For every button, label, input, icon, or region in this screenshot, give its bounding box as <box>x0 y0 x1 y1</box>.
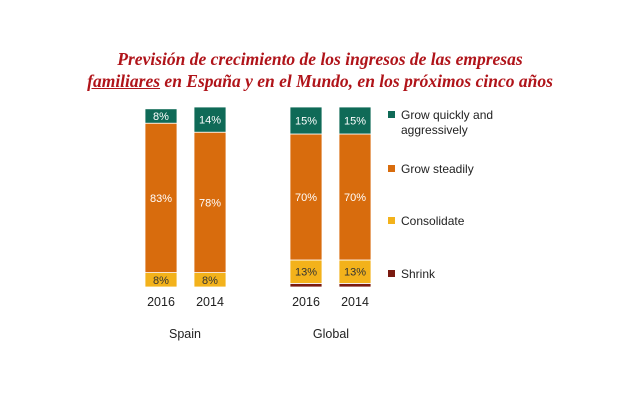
legend-swatch-consolidate <box>388 217 395 224</box>
data-label-grow-steadily: 70% <box>344 192 366 204</box>
bar-segment-grow-quickly <box>289 106 323 135</box>
chart-title-line-1: Previsión de crecimiento de los ingresos… <box>117 49 523 69</box>
data-label-grow-quickly: 8% <box>153 111 169 123</box>
data-label-grow-quickly: 15% <box>295 116 317 128</box>
data-label-grow-steadily: 70% <box>295 192 317 204</box>
legend-label-grow-quickly-line-2: aggressively <box>401 123 468 137</box>
bar-segment-grow-quickly <box>144 108 178 124</box>
chart-title-underlined-word: familiares <box>87 71 161 91</box>
data-label-consolidate: 13% <box>344 267 366 279</box>
chart-title: Previsión de crecimiento de los ingresos… <box>0 48 640 92</box>
legend-label-grow-quickly-line-1: Grow quickly and <box>401 108 494 122</box>
x-tick-label: 2016 <box>292 295 320 309</box>
legend-swatch-shrink <box>388 270 395 277</box>
bar-segment-grow-steadily <box>193 131 227 273</box>
data-label-consolidate: 8% <box>153 275 169 287</box>
group-label-global: Global <box>313 327 349 341</box>
chart-title-line-2-rest: en España y en el Mundo, en los próximos… <box>164 71 553 91</box>
legend-label-grow-steadily: Grow steadily <box>401 162 474 176</box>
bar-segment-grow-steadily <box>338 133 372 261</box>
bar-segment-shrink <box>289 282 323 288</box>
data-label-grow-quickly: 14% <box>199 115 221 127</box>
legend-label-consolidate: Consolidate <box>401 214 465 228</box>
bar-segment-grow-quickly <box>193 106 227 133</box>
bar-segment-grow-steadily <box>289 133 323 261</box>
x-tick-label: 2014 <box>341 295 369 309</box>
legend-swatch-grow-quickly <box>388 111 395 118</box>
data-label-consolidate: 8% <box>202 275 218 287</box>
data-label-grow-steadily: 78% <box>199 197 221 209</box>
legend-label-shrink: Shrink <box>401 267 436 281</box>
chart-title-line-2: familiares en España y en el Mundo, en l… <box>0 70 640 92</box>
legend-swatch-grow-steadily <box>388 165 395 172</box>
bar-segment-shrink <box>338 282 372 288</box>
bar-segment-grow-steadily <box>144 122 178 273</box>
data-label-grow-quickly: 15% <box>344 116 366 128</box>
data-label-consolidate: 13% <box>295 267 317 279</box>
group-label-spain: Spain <box>169 327 201 341</box>
x-tick-label: 2014 <box>196 295 224 309</box>
data-label-grow-steadily: 83% <box>150 193 172 205</box>
bar-segment-grow-quickly <box>338 106 372 135</box>
x-tick-label: 2016 <box>147 295 175 309</box>
